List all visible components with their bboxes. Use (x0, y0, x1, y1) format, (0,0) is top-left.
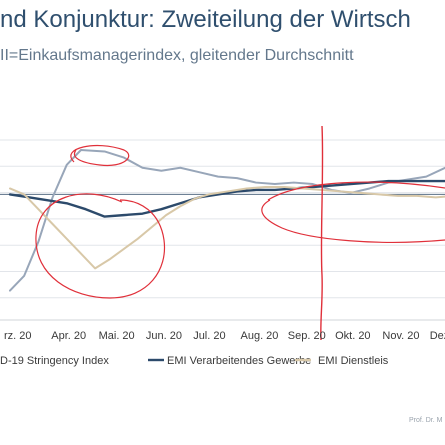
legend-label: D-19 Stringency Index (0, 355, 109, 367)
x-tick-label: Aug. 20 (241, 330, 279, 342)
legend-label: EMI Verarbeitendes Gewerbe (167, 355, 311, 367)
x-tick-label: Apr. 20 (51, 330, 86, 342)
chart-title: nd Konjunktur: Zweiteilung der Wirtsch (0, 6, 411, 33)
legend-label: EMI Dienstleis (318, 355, 389, 367)
series-line-3 (9, 186, 445, 270)
series-line-2 (8, 179, 445, 218)
x-tick-label: Okt. 20 (335, 330, 370, 342)
x-tick-label: Dez. 20 (430, 330, 445, 342)
footer-credit: Prof. Dr. M (409, 417, 443, 424)
chart-subtitle: II=Einkaufsmanagerindex, gleitender Durc… (0, 47, 354, 64)
x-tick-label: Mai. 20 (99, 330, 135, 342)
x-tick-label: rz. 20 (4, 330, 32, 342)
series-line-1 (9, 149, 445, 292)
x-tick-label: Jul. 20 (193, 330, 225, 342)
annotation-circle-right (261, 181, 445, 243)
x-tick-label: Jun. 20 (146, 330, 182, 342)
annotation-circle-dip (35, 193, 166, 299)
x-tick-label: Nov. 20 (382, 330, 419, 342)
annotation-circle-peak (70, 144, 130, 167)
x-tick-label: Sep. 20 (288, 330, 326, 342)
annotation-vertical-line (320, 125, 324, 341)
